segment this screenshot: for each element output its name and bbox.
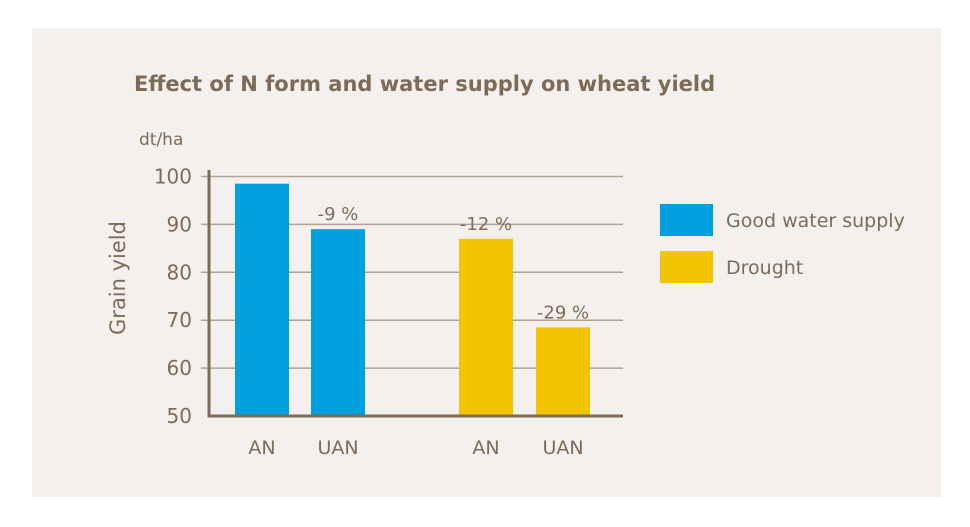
bar-data-label: -12 % [460,214,512,235]
y-tick-label: 50 [167,404,192,428]
legend-swatch [660,204,713,236]
bar-drought-uan [536,327,590,416]
y-tick-label: 90 [167,212,192,236]
unit-label: dt/ha [139,130,183,150]
legend-label: Good water supply [726,210,905,232]
bar-drought-an [459,238,513,416]
x-tick-label: AN [248,437,275,459]
legend-label: Drought [726,257,803,279]
y-tick-label: 80 [167,260,192,284]
legend-swatch [660,251,713,283]
chart-title: Effect of N form and water supply on whe… [134,72,715,96]
bar-good-water-supply-uan [311,229,365,416]
x-tick-label: UAN [317,437,358,459]
bar-good-water-supply-an [235,183,289,416]
y-tick-label: 70 [167,308,192,332]
bar-data-label: -9 % [318,204,359,225]
y-tick-label: 60 [167,356,192,380]
x-tick-label: AN [472,437,499,459]
y-axis-label: Grain yield [106,221,130,335]
bar-data-label: -29 % [537,302,589,323]
x-tick-label: UAN [542,437,583,459]
y-tick-label: 100 [154,165,192,189]
